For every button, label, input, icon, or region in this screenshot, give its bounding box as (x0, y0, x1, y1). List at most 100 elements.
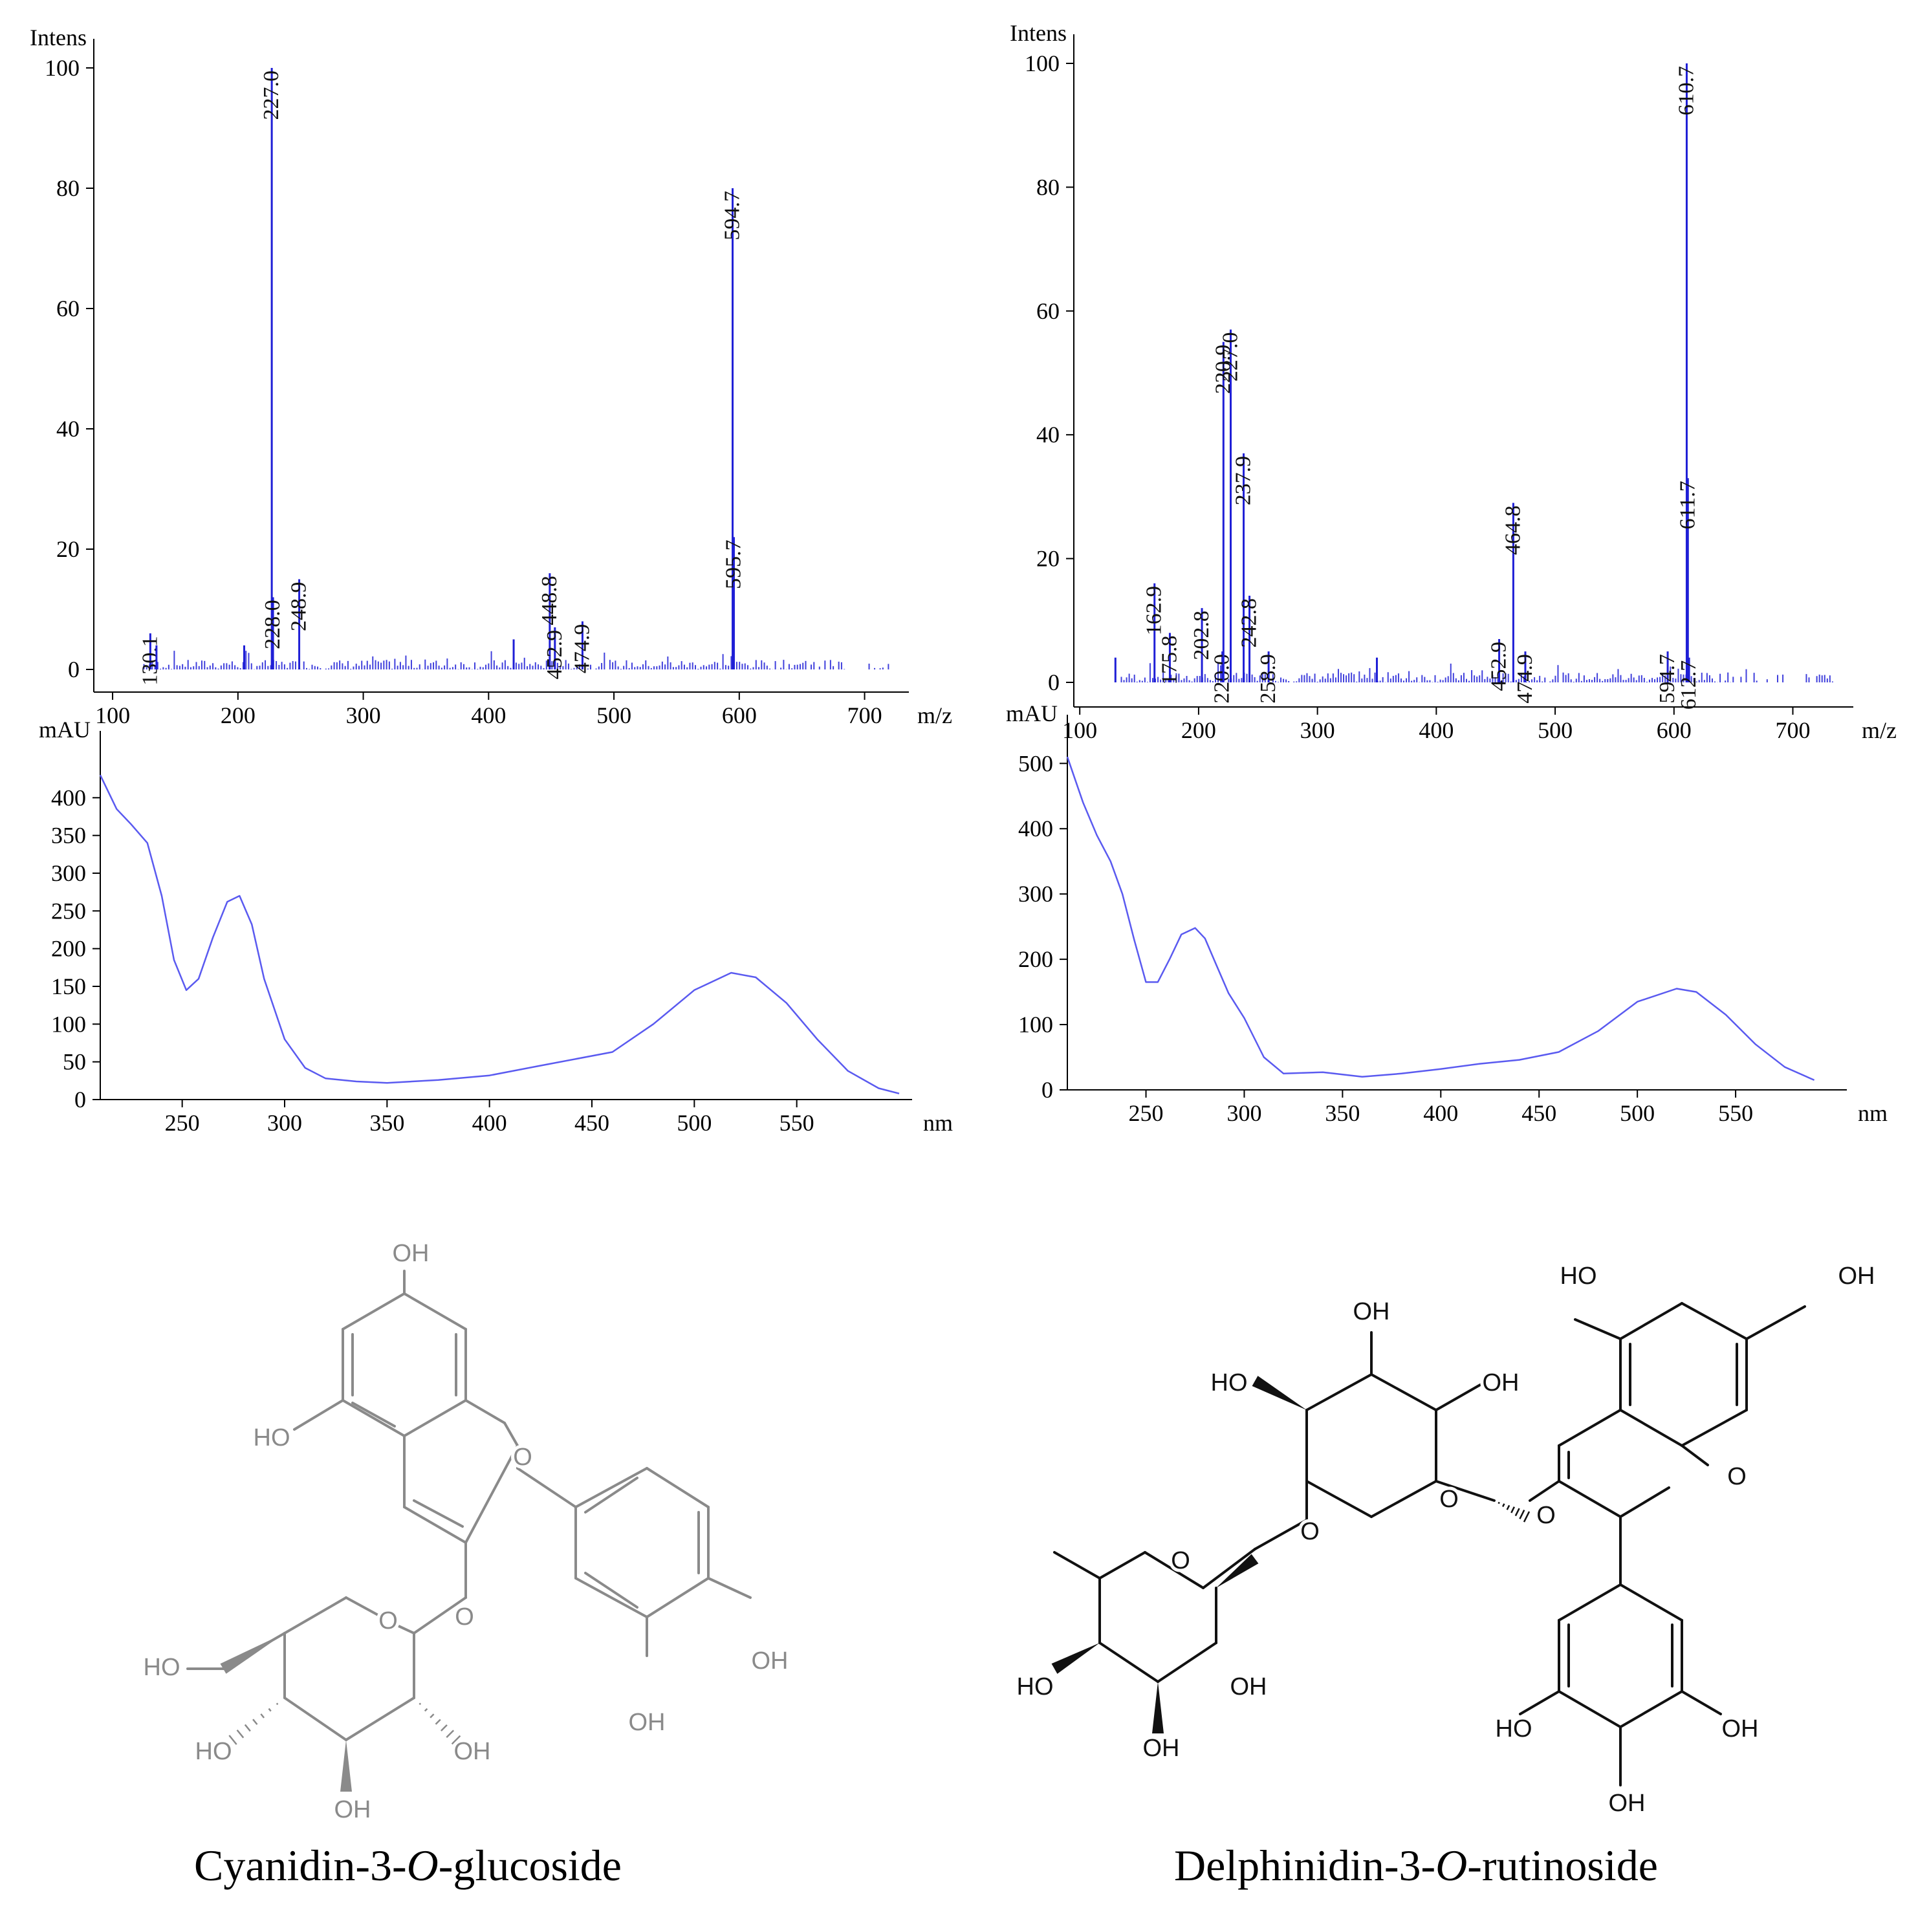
caption-cyanidin-o: O (406, 1841, 439, 1890)
atom-label: O (513, 1444, 532, 1471)
peak-label: 227.0 (259, 71, 283, 120)
atom-label: OH (1722, 1715, 1759, 1742)
wedge-bond (1252, 1376, 1307, 1410)
atom-label: O (1171, 1547, 1190, 1574)
bond (1619, 1486, 1670, 1518)
x-tick-label: 400 (472, 1110, 507, 1136)
x-tick-label: 550 (779, 1110, 814, 1136)
bond (403, 1292, 467, 1330)
x-tick-label: 500 (1620, 1100, 1655, 1126)
peak-label: 448.8 (538, 576, 561, 625)
atom-label: HO (1496, 1715, 1532, 1742)
x-tick-label: 250 (1129, 1100, 1164, 1126)
bond (413, 1499, 464, 1528)
peak-label: 258.9 (1256, 654, 1280, 704)
bond (464, 1399, 506, 1424)
wedge-bond (1152, 1682, 1164, 1733)
x-tick-label: 350 (1325, 1100, 1360, 1126)
bond (283, 1697, 347, 1741)
bond (1053, 1551, 1101, 1579)
x-tick-label: 600 (1657, 717, 1692, 743)
x-tick-label: 350 (369, 1110, 404, 1136)
bond (283, 1596, 347, 1634)
x-tick-label: 550 (1718, 1100, 1753, 1126)
bond (1157, 1642, 1217, 1683)
atom-label: OH (1143, 1735, 1180, 1762)
atom-label: HO (195, 1738, 232, 1765)
hashed-bond (260, 1713, 265, 1719)
bond (395, 1623, 415, 1634)
bond (707, 1577, 752, 1599)
caption-delphinidin-o: O (1435, 1841, 1468, 1890)
bond (1558, 1409, 1622, 1447)
bond (1619, 1302, 1683, 1340)
y-tick-label: 0 (1041, 1077, 1053, 1103)
bond (1370, 1373, 1437, 1411)
y-tick-label: 200 (51, 936, 86, 962)
bond (1529, 1480, 1560, 1502)
peak-label: 594.7 (721, 191, 745, 241)
y-tick-label: 100 (45, 55, 80, 81)
bond (1745, 1305, 1806, 1340)
y-tick-label: 100 (51, 1011, 86, 1037)
y-tick-label: 0 (1048, 669, 1060, 695)
x-tick-label: 500 (596, 702, 631, 728)
bond (1681, 1690, 1722, 1715)
bond (1305, 1373, 1373, 1411)
x-tick-label: 300 (1300, 717, 1335, 743)
x-axis-title: m/z (917, 702, 952, 728)
x-tick-label: 600 (722, 702, 757, 728)
peak-label: 611.7 (1675, 481, 1699, 529)
peak-label: 242.8 (1237, 598, 1261, 648)
bond (584, 1477, 638, 1514)
peak-label: 248.9 (287, 582, 311, 632)
atom-label: O (378, 1607, 398, 1634)
bond (413, 1596, 467, 1634)
hashed-bond (446, 1730, 455, 1739)
atom-label: HO (1211, 1369, 1248, 1396)
atom-label: OH (1353, 1298, 1390, 1325)
bond (1435, 1383, 1483, 1411)
hashed-bond (440, 1724, 448, 1731)
bond (1681, 1444, 1709, 1466)
caption-delphinidin-suffix: -rutinoside (1467, 1841, 1658, 1890)
bond (1619, 1409, 1683, 1447)
peak-label: 202.8 (1190, 611, 1214, 660)
hashed-bond (1523, 1511, 1531, 1523)
hashed-bond (430, 1713, 435, 1719)
x-tick-label: 400 (471, 702, 506, 728)
y-tick-label: 400 (1018, 816, 1053, 841)
bond (1144, 1551, 1204, 1589)
peak-label: 130.1 (138, 636, 162, 685)
mass-spectrum-right: 0 20 40 60 80 100 100 200 300 400 500 600 700 Intens m… (1010, 20, 1897, 743)
y-tick-label: 0 (68, 657, 80, 682)
bond (1098, 1551, 1146, 1579)
y-tick-label: 200 (1018, 946, 1053, 972)
hashed-bond (1519, 1509, 1525, 1519)
y-tick-label: 0 (74, 1087, 86, 1113)
peak-label: 162.9 (1142, 586, 1166, 636)
bond (1305, 1480, 1373, 1518)
hashed-bond (1506, 1504, 1510, 1510)
y-axis-title: mAU (1006, 700, 1058, 726)
atom-label: O (1439, 1486, 1459, 1513)
y-tick-label: 40 (1036, 422, 1060, 448)
x-tick-label: 100 (95, 702, 130, 728)
bond (464, 1444, 519, 1544)
bond (1619, 1583, 1683, 1622)
hashed-bond (435, 1719, 441, 1725)
hashed-bond (276, 1702, 279, 1706)
peak-label: 175.8 (1157, 635, 1181, 684)
bond (1519, 1690, 1560, 1715)
peak-label: 227.0 (1219, 332, 1243, 382)
atom-label: OH (454, 1738, 491, 1765)
atom-label: OH (1838, 1263, 1875, 1290)
wedge-bond (340, 1740, 352, 1792)
y-tick-label: 40 (56, 416, 80, 442)
x-tick-label: 700 (847, 702, 882, 728)
bond (345, 1596, 383, 1618)
x-tick-label: 250 (165, 1110, 200, 1136)
uv-curve (1066, 756, 1815, 1081)
bond (1435, 1480, 1496, 1502)
